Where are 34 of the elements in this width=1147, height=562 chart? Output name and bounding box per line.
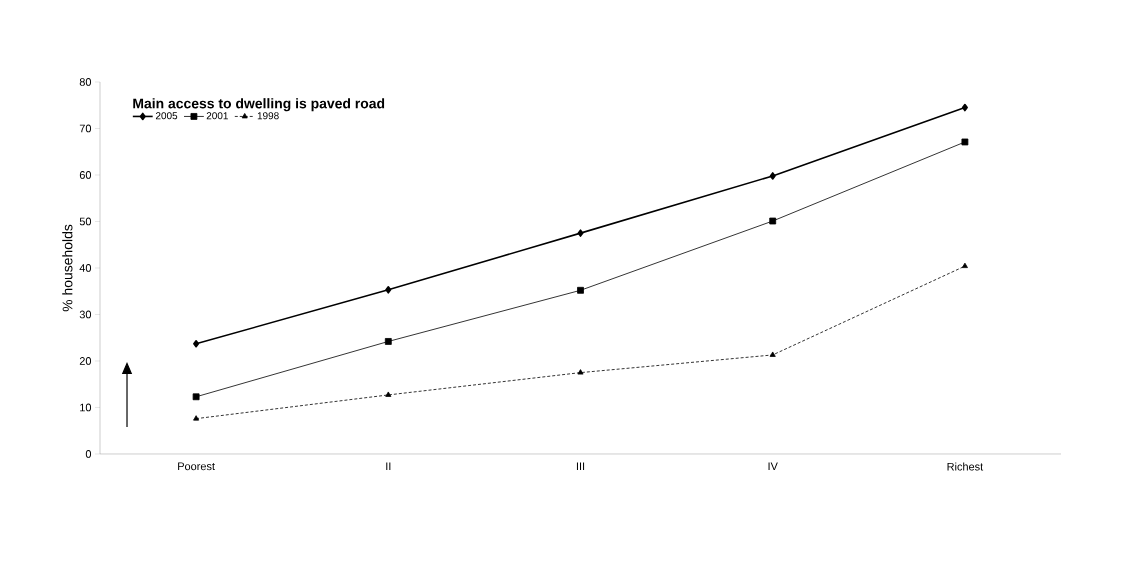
point xyxy=(384,338,392,345)
text: Main access to dwelling is paved road xyxy=(133,98,385,112)
y-axis-title: % households xyxy=(62,224,73,312)
x-tick-label: Poorest xyxy=(178,462,215,471)
legend-label: 2005 xyxy=(155,112,178,120)
y-tick-label: 30 xyxy=(79,310,92,319)
x-tick-label: II xyxy=(386,462,391,471)
point xyxy=(577,369,584,375)
point xyxy=(961,103,968,112)
y-tick-label: 40 xyxy=(79,264,92,272)
legend-label: 2001 xyxy=(206,112,228,120)
y-tick-label: 10 xyxy=(80,403,92,412)
legend-label: 1998 xyxy=(257,112,279,120)
y-tick-label: 0 xyxy=(85,450,92,458)
x-tick-label: Richest xyxy=(947,462,984,471)
point xyxy=(769,172,776,180)
y-tick-label: 20 xyxy=(79,357,92,365)
point xyxy=(385,391,392,397)
x-tick-label: IV xyxy=(768,462,778,471)
point xyxy=(769,217,777,225)
point xyxy=(193,339,200,348)
point xyxy=(193,415,200,421)
point xyxy=(577,286,584,294)
x-tick-label: III xyxy=(576,462,585,471)
y-tick-label: 80 xyxy=(79,78,92,86)
point xyxy=(385,286,392,294)
point xyxy=(961,138,969,146)
y-tick-label: 70 xyxy=(79,124,92,133)
point xyxy=(192,393,200,401)
y-tick-label: 50 xyxy=(79,217,92,226)
point xyxy=(577,229,584,237)
point xyxy=(961,262,968,269)
point xyxy=(769,351,776,357)
y-tick-label: 60 xyxy=(79,171,92,179)
